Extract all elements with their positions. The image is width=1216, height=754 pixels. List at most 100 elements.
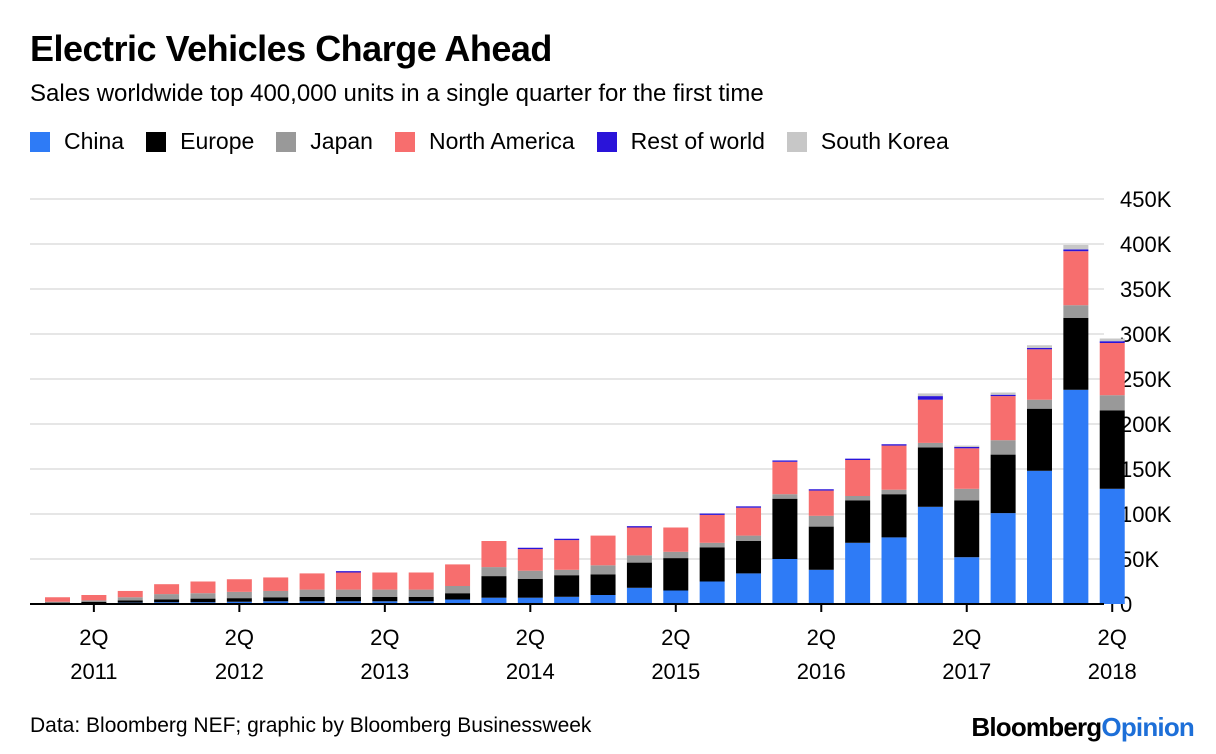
bar-segment-japan — [1026, 399, 1052, 409]
x-tick-label-quarter: 2Q — [370, 625, 399, 650]
bar-segment-north-america — [1026, 349, 1052, 400]
bar-segment-south-korea — [917, 393, 943, 397]
bar-segment-north-america — [699, 514, 725, 543]
bar-segment-europe — [517, 578, 543, 598]
bar-segment-europe — [954, 500, 980, 558]
bar-segment-europe — [590, 574, 616, 595]
bar-segment-north-america — [372, 572, 398, 590]
legend-swatch-rest-of-world — [596, 131, 617, 152]
bar-segment-china — [481, 597, 507, 604]
bar-segment-japan — [845, 496, 871, 501]
bar-segment-north-america — [1063, 251, 1089, 306]
legend-label-japan: Japan — [310, 128, 373, 154]
bar-segment-china — [954, 557, 980, 604]
bar-segment-japan — [626, 555, 652, 563]
bar-segment-rest-of-world — [1063, 249, 1089, 252]
bar-segment-japan — [154, 594, 180, 600]
bar-segment-north-america — [45, 597, 70, 602]
bar-segment-japan — [917, 442, 943, 448]
bar-segment-rest-of-world — [554, 538, 580, 541]
bar-segment-europe — [917, 447, 943, 507]
bar-segment-europe — [626, 562, 652, 588]
x-tick-label-quarter: 2Q — [1098, 625, 1127, 650]
x-tick-label-year: 2018 — [1088, 659, 1137, 684]
y-tick-label: 450K — [1120, 187, 1172, 212]
x-tick-label-year: 2013 — [360, 659, 409, 684]
bar-segment-china — [1063, 389, 1089, 604]
bar-segment-china — [808, 569, 834, 604]
bar-segment-europe — [881, 494, 907, 538]
y-tick-label: 100K — [1120, 502, 1172, 527]
bar-segment-china — [372, 601, 398, 604]
brand-name: Bloomberg — [971, 712, 1102, 742]
bar-segment-japan — [81, 600, 107, 602]
x-tick-label-quarter: 2Q — [225, 625, 254, 650]
bar-segment-europe — [1099, 410, 1125, 489]
chart-title: Electric Vehicles Charge Ahead — [30, 28, 552, 69]
bar-segment-japan — [45, 601, 70, 603]
bar-segment-china — [263, 601, 289, 604]
bar-segment-north-america — [335, 572, 361, 590]
bar-segment-north-america — [917, 399, 943, 443]
bar-segment-north-america — [517, 549, 543, 571]
bar-segment-rest-of-world — [954, 446, 980, 449]
bar-segment-north-america — [772, 461, 798, 495]
bar-segment-europe — [1026, 408, 1052, 471]
bar-segment-japan — [372, 589, 398, 597]
bar-segment-china — [699, 581, 725, 604]
bar-segment-europe — [372, 596, 398, 602]
bar-segment-japan — [335, 589, 361, 597]
bar-segment-china — [990, 513, 1016, 604]
bar-segment-europe — [663, 558, 689, 591]
bar-segment-china — [335, 601, 361, 604]
y-tick-label: 400K — [1120, 232, 1172, 257]
legend-swatch-europe — [146, 131, 167, 152]
bar-segment-europe — [808, 526, 834, 570]
bar-segment-rest-of-world — [772, 460, 798, 462]
bar-segment-china — [408, 601, 434, 604]
bar-segment-europe — [190, 598, 216, 603]
bar-segment-europe — [299, 596, 325, 602]
bar-segment-china — [736, 573, 762, 604]
bar-segment-rest-of-world — [1099, 341, 1125, 343]
legend-item-europe: Europe — [146, 128, 254, 155]
legend-item-north-america: North America — [394, 128, 575, 155]
bar-segment-europe — [408, 596, 434, 602]
bar-segment-north-america — [154, 584, 180, 595]
bar-segment-japan — [117, 597, 143, 601]
bar-segment-north-america — [881, 445, 907, 490]
x-tick-label-quarter: 2Q — [516, 625, 545, 650]
bar-segment-north-america — [590, 535, 616, 566]
bar-segment-japan — [590, 565, 616, 575]
bar-segment-japan — [445, 586, 471, 594]
bar-segment-north-america — [626, 527, 652, 556]
bar-segment-japan — [954, 488, 980, 501]
legend-label-rest-of-world: Rest of world — [630, 128, 765, 154]
y-tick-label: 250K — [1120, 367, 1172, 392]
bar-segment-north-america — [1099, 343, 1125, 396]
y-tick-label: 300K — [1120, 322, 1172, 347]
legend-label-north-america: North America — [428, 128, 575, 154]
x-tick-label-quarter: 2Q — [952, 625, 981, 650]
bar-segment-china — [299, 601, 325, 604]
bar-segment-north-america — [117, 590, 143, 598]
bar-segment-china — [554, 596, 580, 604]
bar-segment-japan — [226, 591, 252, 599]
bar-segment-china — [626, 587, 652, 604]
bar-segment-japan — [1063, 305, 1089, 318]
bar-segment-japan — [1099, 395, 1125, 411]
bar-segment-europe — [81, 601, 107, 604]
bar-segment-north-america — [808, 490, 834, 516]
bar-segment-rest-of-world — [699, 513, 725, 515]
brand-logo: BloombergOpinion — [971, 712, 1194, 743]
bar-segment-japan — [808, 515, 834, 527]
bar-segment-south-korea — [1063, 244, 1089, 250]
bar-segment-europe — [736, 541, 762, 574]
bar-segment-europe — [154, 599, 180, 603]
bar-segment-europe — [1063, 317, 1089, 390]
legend-item-south-korea: South Korea — [786, 128, 949, 155]
bar-segment-japan — [263, 590, 289, 598]
bar-segment-north-america — [845, 460, 871, 496]
bar-segment-europe — [481, 576, 507, 598]
bar-segment-japan — [554, 569, 580, 576]
